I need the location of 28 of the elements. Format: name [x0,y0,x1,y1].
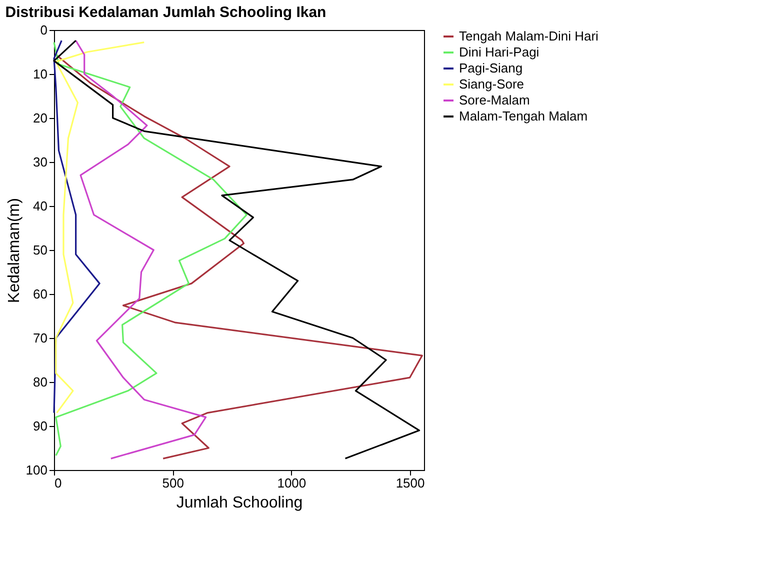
y-tick-label: 60 [33,286,48,302]
line-series [75,40,207,460]
y-tick-label: 20 [33,110,48,126]
legend-label: Tengah Malam-Dini Hari [459,28,599,44]
legend-label: Malam-Tengah Malam [459,108,588,124]
x-tick-label: 0 [54,476,62,490]
chart-title: Distribusi Kedalaman Jumlah Schooling Ikan [5,4,326,21]
x-tick-label: 1000 [277,476,306,490]
legend-label: Sore-Malam [459,92,530,108]
line-series [53,40,100,414]
y-tick-label: 50 [33,242,48,258]
x-tick-label: 1500 [396,476,425,490]
legend-label: Dini Hari-Pagi [459,44,540,60]
line-series [53,42,248,456]
y-tick-label: 0 [40,22,48,38]
y-tick-label: 70 [33,330,48,346]
y-tick-label: 40 [33,198,48,214]
line-series [55,42,145,414]
y-tick-label: 80 [33,374,48,390]
y-tick-label: 100 [26,462,48,478]
legend-label: Siang-Sore [459,76,524,92]
y-tick-label: 90 [33,418,48,434]
y-axis-title: Kedalaman(m) [6,198,23,303]
y-tick-label: 10 [33,66,48,82]
legend-label: Pagi-Siang [459,60,523,76]
y-tick-label: 30 [33,154,48,170]
x-tick-label: 500 [162,476,184,490]
x-axis-title: Jumlah Schooling [176,494,303,512]
